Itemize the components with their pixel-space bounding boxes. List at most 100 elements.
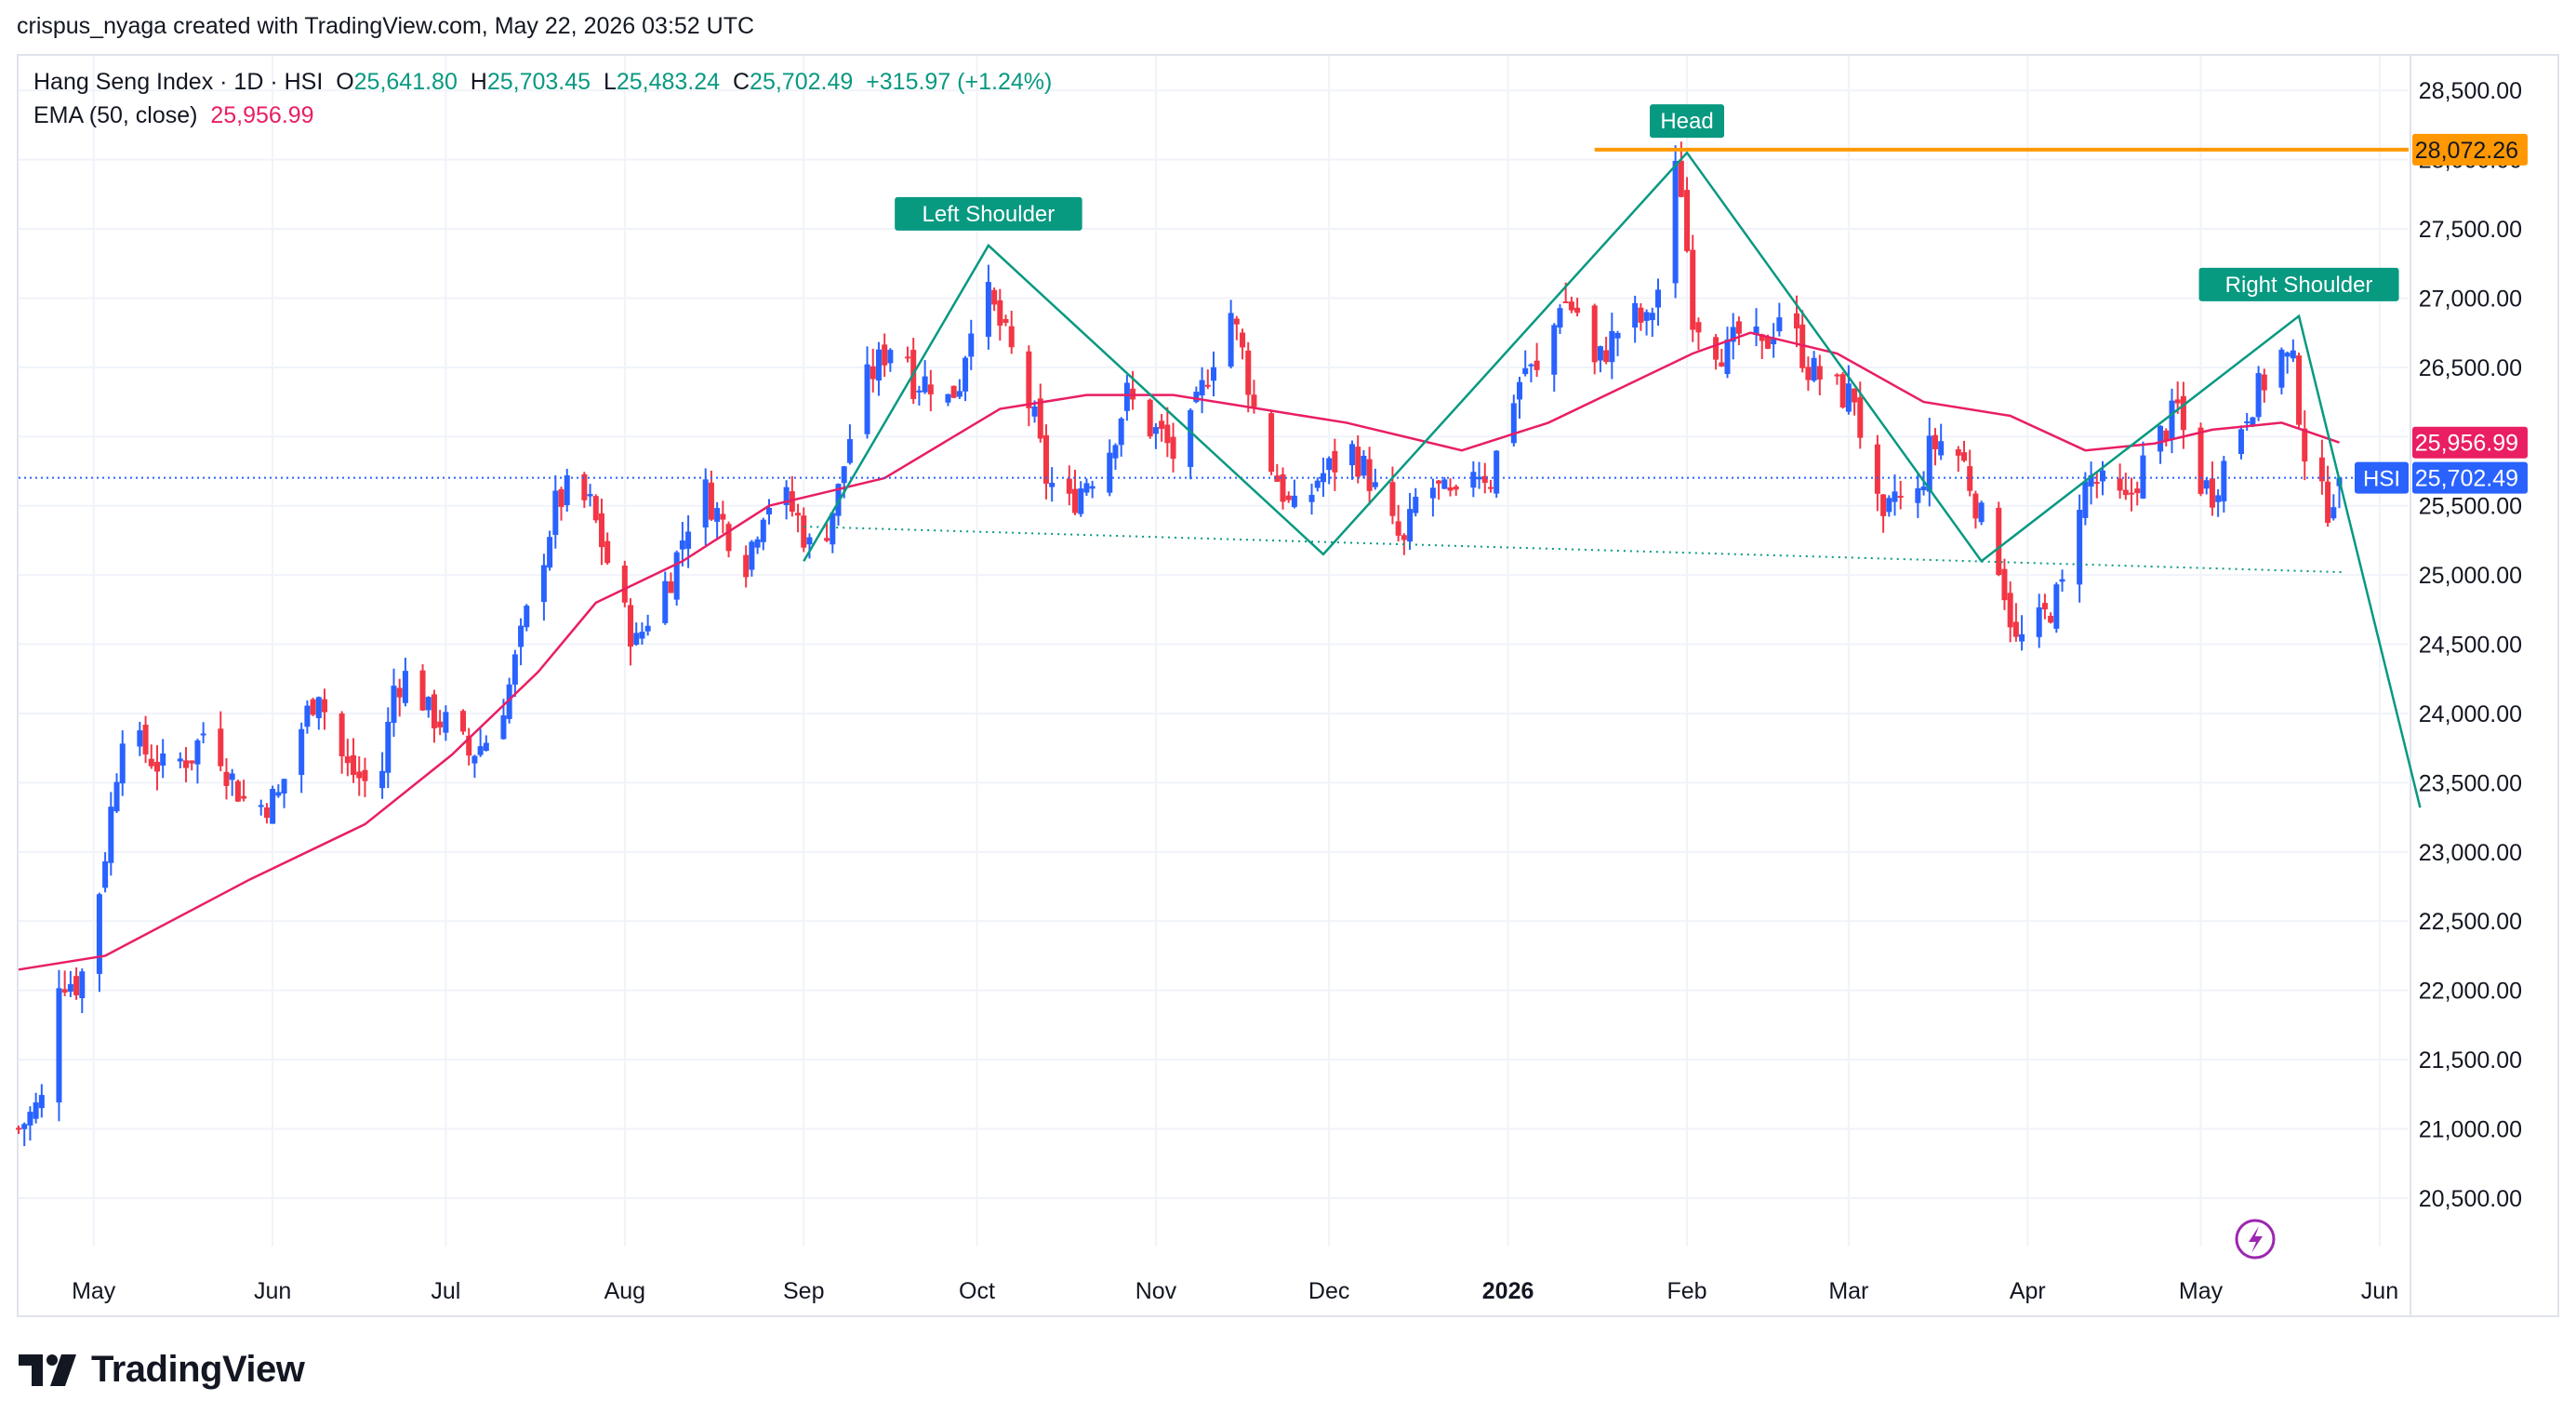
candle-body	[67, 983, 73, 993]
tradingview-logo[interactable]: TradingView	[19, 1349, 305, 1391]
candle-body	[1268, 413, 1275, 473]
candle-body	[1361, 456, 1367, 476]
neckline	[803, 526, 2345, 574]
candle-body	[1805, 367, 1812, 380]
chart-credit: crispus_nyaga created with TradingView.c…	[17, 13, 755, 39]
candle-body	[1771, 337, 1777, 345]
y-axis-tick-label: 28,500.00	[2419, 78, 2522, 104]
candle-body	[2012, 621, 2019, 637]
candle-body	[2163, 430, 2170, 442]
ema-label[interactable]: EMA (50, close)	[33, 102, 198, 128]
candle-body	[431, 694, 437, 728]
candle-body	[500, 714, 507, 740]
candle-body	[2059, 579, 2065, 582]
lightning-icon[interactable]	[2235, 1219, 2276, 1260]
last-price-tag: 25,702.49	[2415, 466, 2518, 492]
x-axis-tick-label: May	[72, 1278, 116, 1304]
candle-body	[639, 632, 645, 639]
symbol-title[interactable]: Hang Seng Index · 1D · HSI	[33, 69, 324, 95]
open-value: 25,641.80	[353, 69, 458, 95]
candle-body	[1008, 326, 1015, 348]
candle-body	[702, 479, 709, 528]
candle-body	[2007, 593, 2013, 628]
candle-body	[875, 349, 882, 381]
candle-body	[1961, 452, 1968, 461]
y-axis-tick-label: 23,000.00	[2419, 840, 2522, 866]
resistance-price-tag: 28,072.26	[2415, 138, 2518, 164]
candle-body	[1240, 332, 1246, 348]
change-value: +315.97 (+1.24%)	[866, 69, 1053, 95]
candle-body	[1695, 322, 1702, 333]
y-axis-tick-label: 25,000.00	[2419, 563, 2522, 589]
candle-body	[1568, 301, 1574, 311]
pattern-label-box[interactable]	[1650, 104, 1725, 139]
candle-body	[1152, 427, 1159, 434]
candle-body	[153, 761, 160, 772]
symbol-tag-box	[2355, 461, 2409, 494]
candle-body	[2330, 507, 2337, 519]
ohlc-row: Hang Seng Index · 1D · HSI O25,641.80 H2…	[33, 65, 1052, 99]
candle-body	[1632, 302, 1639, 328]
candle-body	[2140, 455, 2146, 499]
candle-body	[263, 807, 270, 819]
candle-body	[2019, 633, 2025, 642]
candle-body	[1955, 449, 1961, 456]
candle-body	[1816, 366, 1823, 380]
candle-body	[2209, 478, 2215, 508]
candle-body	[1603, 350, 1610, 363]
candle-body	[1470, 472, 1477, 488]
candle-body	[1476, 476, 1482, 480]
candle-body	[1107, 452, 1113, 493]
candle-body	[668, 580, 674, 593]
candle-body	[558, 488, 564, 507]
candle-body	[2290, 350, 2296, 359]
candle-body	[540, 565, 547, 603]
candle-body	[1857, 397, 1864, 438]
candle-body	[1326, 458, 1333, 471]
candle-body	[16, 1127, 21, 1130]
candle-body	[1724, 340, 1731, 375]
candle-body	[223, 771, 230, 786]
candle-body	[351, 754, 357, 776]
candle-body	[1348, 444, 1355, 466]
candle-body	[1355, 447, 1361, 477]
candle-body	[2169, 400, 2175, 439]
candle-body	[1245, 350, 1252, 395]
candle-body	[1366, 459, 1373, 491]
low-value: 25,483.24	[616, 69, 721, 95]
candle-body	[1892, 491, 1898, 502]
candle-body	[801, 515, 807, 548]
candle-body	[315, 697, 322, 718]
candle-body	[1123, 382, 1130, 411]
candle-body	[189, 760, 195, 764]
candle-body	[1164, 424, 1171, 444]
candle-body	[1638, 307, 1644, 323]
y-axis-tick-label: 25,500.00	[2419, 494, 2522, 520]
x-axis-tick-label: Jul	[431, 1278, 460, 1304]
candle-body	[789, 491, 795, 513]
x-axis-tick-label: Dec	[1308, 1278, 1349, 1304]
pattern-label-box[interactable]	[2198, 267, 2399, 301]
candle-body	[685, 531, 692, 549]
candle-body	[1251, 394, 1257, 407]
head-shoulders-pattern-line[interactable]	[803, 151, 2422, 808]
pattern-label-box[interactable]	[895, 196, 1082, 231]
candle-body	[621, 565, 628, 603]
candle-body	[864, 364, 870, 434]
candle-body	[1978, 502, 1985, 523]
y-axis-tick-label: 21,000.00	[2419, 1116, 2522, 1142]
candle-body	[275, 792, 282, 796]
candle-body	[2117, 478, 2123, 491]
candle-body	[2302, 428, 2308, 462]
candle-body	[385, 721, 392, 773]
candle-body	[339, 713, 345, 757]
candle-body	[2318, 457, 2325, 482]
candle-body	[477, 746, 484, 755]
candle-body	[1389, 482, 1396, 516]
candle-body	[1845, 383, 1852, 412]
candle-body	[356, 771, 363, 779]
pattern-label: Right Shoulder	[2225, 273, 2373, 298]
candle-body	[1915, 487, 1921, 503]
candle-body	[887, 350, 894, 364]
